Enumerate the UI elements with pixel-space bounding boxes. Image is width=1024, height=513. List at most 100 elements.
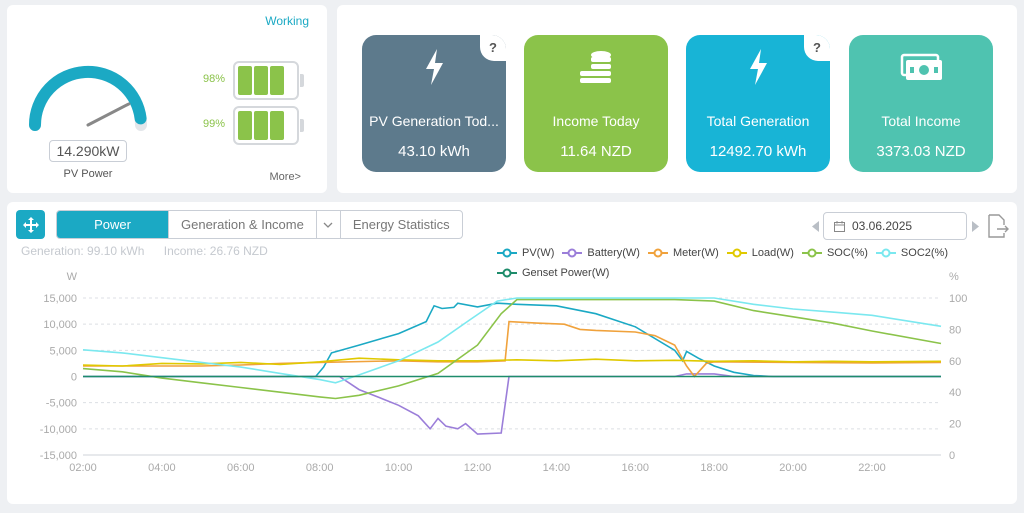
chevron-down-icon[interactable] xyxy=(317,211,341,238)
money-icon xyxy=(849,47,993,87)
date-value: 03.06.2025 xyxy=(852,219,913,233)
export-icon[interactable] xyxy=(987,214,1009,238)
card-value: 12492.70 kWh xyxy=(709,143,807,160)
legend-item[interactable]: Meter(W) xyxy=(647,243,719,263)
legend-marker-icon xyxy=(562,248,583,258)
chart-legend: PV(W) Battery(W) Meter(W) Load(W) SOC(%) SOC2… xyxy=(497,243,1012,283)
series-line-soc2 xyxy=(82,297,942,384)
card-value: 43.10 kWh xyxy=(398,143,470,160)
x-tick-label: 14:00 xyxy=(543,462,571,474)
card-total-income[interactable]: Total Income 3373.03 NZD xyxy=(849,35,993,172)
legend-label: Meter(W) xyxy=(672,247,719,259)
legend-item[interactable]: PV(W) xyxy=(497,243,554,263)
series-line-meter-w xyxy=(83,320,942,378)
legend-item[interactable]: SOC2(%) xyxy=(875,243,948,263)
card-title: Income Today xyxy=(552,113,640,129)
tab-generation-income[interactable]: Generation & Income xyxy=(169,211,317,238)
card-title: Total Income xyxy=(881,113,961,129)
card-total-generation[interactable]: ? Total Generation 12492.70 kWh xyxy=(686,35,830,172)
y-tick-label-left: 0 xyxy=(71,372,77,384)
legend-item[interactable]: Genset Power(W) xyxy=(497,263,609,283)
date-picker: 03.06.2025 xyxy=(808,212,982,240)
income-summary: Income: 26.76 NZD xyxy=(163,244,268,258)
chart-summary: Generation: 99.10 kWh Income: 26.76 NZD xyxy=(21,244,284,258)
x-tick-label: 08:00 xyxy=(306,462,334,474)
tab-energy-statistics[interactable]: Energy Statistics xyxy=(352,217,450,232)
date-input[interactable]: 03.06.2025 xyxy=(823,212,967,240)
x-tick-label: 22:00 xyxy=(858,462,886,474)
pv-power-value: 14.290kW xyxy=(49,140,127,162)
y-tick-label-right: 80 xyxy=(949,324,961,336)
power-chart-panel: W% 15,000 10,000 5,000 0 -5,000 -10,000 -15,000… xyxy=(7,202,1017,504)
help-button[interactable]: ? xyxy=(804,35,830,61)
gauge-needle xyxy=(86,102,131,127)
calendar-icon xyxy=(834,220,845,232)
legend-item[interactable]: Load(W) xyxy=(726,243,794,263)
battery-2-percent: 99% xyxy=(203,118,226,130)
y-tick-label-right: 40 xyxy=(949,387,961,399)
move-icon[interactable] xyxy=(16,210,45,239)
card-title: Total Generation xyxy=(706,113,810,129)
tab-power[interactable]: Power xyxy=(57,211,169,238)
generation-summary: Generation: 99.10 kWh xyxy=(21,244,145,258)
x-tick-label: 02:00 xyxy=(69,462,97,474)
y-axis-left-unit: W xyxy=(67,271,78,283)
battery-1: 98% xyxy=(203,61,307,101)
summary-cards-panel: ? PV Generation Tod... 43.10 kWh Income … xyxy=(337,5,1017,193)
legend-marker-icon xyxy=(497,248,517,258)
legend-label: Battery(W) xyxy=(587,247,640,259)
card-value: 3373.03 NZD xyxy=(876,143,966,160)
legend-marker-icon xyxy=(726,248,747,258)
gauge-fill-arc xyxy=(28,65,147,131)
y-tick-label-right: 0 xyxy=(949,450,955,462)
x-tick-label: 06:00 xyxy=(227,462,255,474)
series-line-load-w xyxy=(82,357,942,367)
legend-marker-icon xyxy=(801,248,822,258)
chart-view-tabs: Power Generation & Income Energy Statist… xyxy=(56,210,463,239)
battery-2: 99% xyxy=(203,106,307,146)
x-tick-label: 16:00 xyxy=(622,462,650,474)
legend-label: Genset Power(W) xyxy=(522,267,610,279)
legend-marker-icon xyxy=(875,248,896,258)
card-value: 11.64 NZD xyxy=(560,143,632,160)
help-button[interactable]: ? xyxy=(480,35,506,61)
status-panel: Working 14.290kW PV Power 98% 99% More> xyxy=(7,5,327,193)
x-tick-label: 20:00 xyxy=(779,462,807,474)
y-tick-label-left: 5,000 xyxy=(49,345,77,357)
more-link[interactable]: More> xyxy=(269,171,302,183)
coins-icon xyxy=(524,47,668,87)
y-tick-label-left: 10,000 xyxy=(43,319,77,331)
battery-1-icon xyxy=(233,61,299,100)
power-chart: W % 15,000 10,000 5,000 0 -5,000 -10,000 -15,000… xyxy=(40,271,968,474)
next-day-icon[interactable] xyxy=(968,212,982,240)
legend-label: SOC(%) xyxy=(826,247,868,259)
x-tick-label: 12:00 xyxy=(464,462,492,474)
legend-item[interactable]: Battery(W) xyxy=(562,243,640,263)
bolt-icon xyxy=(686,47,830,87)
legend-label: Load(W) xyxy=(751,247,794,259)
legend-marker-icon xyxy=(647,248,668,258)
x-tick-label: 10:00 xyxy=(385,462,413,474)
y-tick-label-right: 60 xyxy=(949,356,961,368)
series-line-soc xyxy=(82,298,942,400)
y-axis-right-unit: % xyxy=(949,271,959,283)
y-tick-label-left: 15,000 xyxy=(43,293,77,305)
y-tick-label-left: -5,000 xyxy=(46,398,77,410)
x-tick-label: 04:00 xyxy=(148,462,176,474)
series-line-battery-w xyxy=(83,373,941,435)
card-income-today[interactable]: Income Today 11.64 NZD xyxy=(524,35,668,172)
pv-power-label: PV Power xyxy=(63,168,113,180)
battery-2-icon xyxy=(233,106,299,145)
pv-power-gauge xyxy=(28,65,147,131)
y-tick-label-right: 20 xyxy=(949,419,961,431)
x-tick-label: 18:00 xyxy=(700,462,728,474)
legend-marker-icon xyxy=(497,268,517,278)
working-status: Working xyxy=(265,14,309,28)
y-tick-label-left: -15,000 xyxy=(40,450,77,462)
battery-1-percent: 98% xyxy=(203,73,226,85)
y-tick-label-right: 100 xyxy=(949,293,967,305)
card-pv-generation-today[interactable]: ? PV Generation Tod... 43.10 kWh xyxy=(362,35,506,172)
legend-item[interactable]: SOC(%) xyxy=(801,243,868,263)
prev-day-icon[interactable] xyxy=(808,212,822,240)
legend-label: PV(W) xyxy=(522,247,555,259)
